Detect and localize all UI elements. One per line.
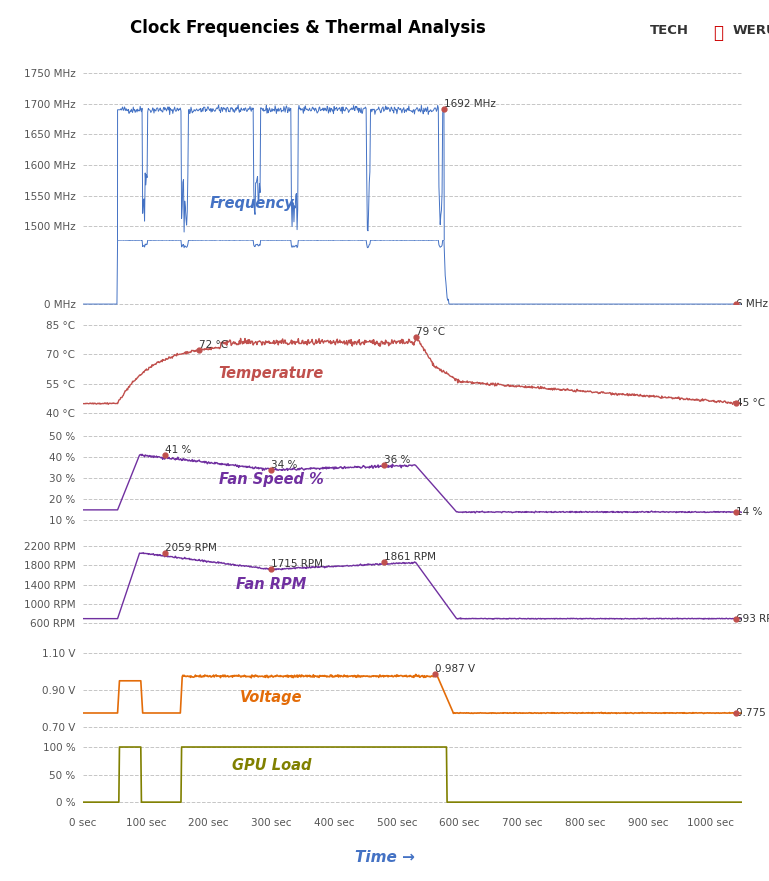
Text: TECH: TECH <box>650 24 689 37</box>
Text: WERUP: WERUP <box>733 24 769 37</box>
Text: Fan Speed %: Fan Speed % <box>219 472 324 487</box>
Text: 1692 MHz: 1692 MHz <box>444 99 496 108</box>
Text: 0.775 V: 0.775 V <box>736 708 769 718</box>
Text: 72 °C: 72 °C <box>199 340 228 351</box>
Text: 1861 RPM: 1861 RPM <box>384 552 436 562</box>
Text: 14 %: 14 % <box>736 507 762 517</box>
Text: Voltage: Voltage <box>240 690 302 705</box>
Text: Ⓟ: Ⓟ <box>713 24 723 41</box>
Text: 0.987 V: 0.987 V <box>434 664 474 674</box>
Text: Temperature: Temperature <box>218 366 324 381</box>
Text: 36 %: 36 % <box>384 455 411 465</box>
Text: 45 °C: 45 °C <box>736 398 765 409</box>
Text: 34 %: 34 % <box>271 460 298 470</box>
Text: Clock Frequencies & Thermal Analysis: Clock Frequencies & Thermal Analysis <box>130 19 485 37</box>
Text: 693 RPM: 693 RPM <box>736 614 769 624</box>
Text: GPU Load: GPU Load <box>231 759 311 774</box>
Text: Time →: Time → <box>355 850 414 865</box>
Text: 2059 RPM: 2059 RPM <box>165 543 217 553</box>
Text: Fan RPM: Fan RPM <box>236 577 307 592</box>
Text: 79 °C: 79 °C <box>416 327 444 337</box>
Text: 1715 RPM: 1715 RPM <box>271 559 323 569</box>
Text: 41 %: 41 % <box>165 445 191 455</box>
Text: Frequency: Frequency <box>210 196 295 211</box>
Text: 6 MHz: 6 MHz <box>736 299 767 309</box>
